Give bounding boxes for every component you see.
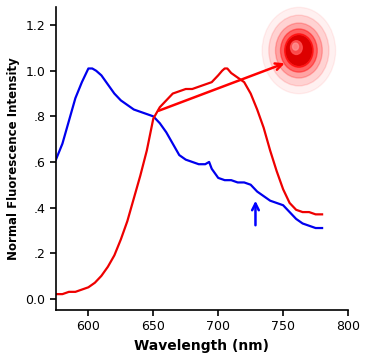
Circle shape	[286, 36, 312, 65]
Circle shape	[291, 41, 302, 54]
Y-axis label: Normal Fluorescence Intensity: Normal Fluorescence Intensity	[7, 57, 20, 260]
Circle shape	[280, 29, 317, 72]
Circle shape	[292, 43, 298, 50]
Circle shape	[262, 7, 336, 94]
Circle shape	[269, 15, 329, 86]
Circle shape	[285, 34, 313, 67]
X-axis label: Wavelength (nm): Wavelength (nm)	[134, 339, 269, 353]
Circle shape	[276, 23, 322, 78]
